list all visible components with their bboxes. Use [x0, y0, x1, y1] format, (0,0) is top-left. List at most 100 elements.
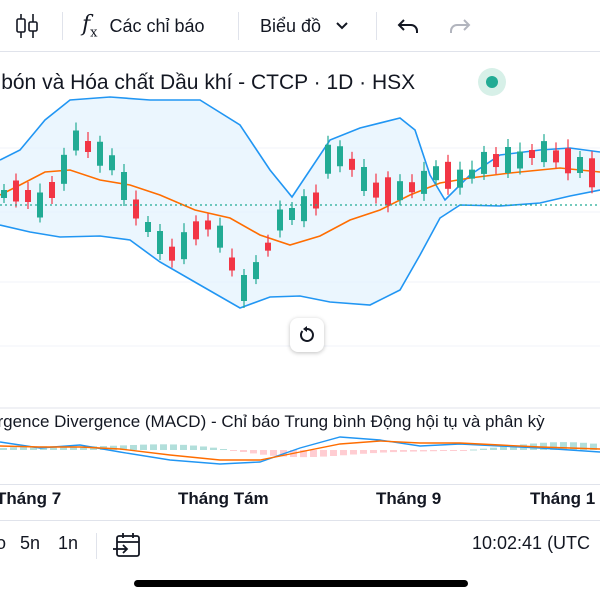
candle-body: [169, 246, 175, 261]
candle-body: [373, 182, 379, 198]
macd-histogram-bar: [590, 443, 597, 450]
macd-histogram-bar: [420, 450, 427, 452]
candle-body: [217, 225, 223, 248]
indicators-button[interactable]: fx Các chỉ báo: [82, 0, 205, 52]
range-1n-button[interactable]: 1n: [58, 533, 79, 553]
candle-body: [313, 192, 319, 209]
macd-histogram-bar: [220, 449, 227, 451]
bottom-divider: [96, 533, 97, 559]
candle-body: [133, 199, 139, 219]
macd-histogram-bar: [430, 450, 437, 452]
macd-histogram-bar: [370, 450, 377, 454]
basis-line: [0, 167, 600, 246]
time-axis[interactable]: Tháng 7 Tháng Tám Tháng 9 Tháng 1: [0, 484, 600, 512]
time-label: Tháng 7: [0, 489, 62, 508]
candle-body: [433, 166, 439, 181]
macd-histogram-bar: [540, 442, 547, 450]
price-chart[interactable]: [0, 53, 600, 520]
time-label: Tháng 1: [530, 489, 596, 508]
macd-histogram-bar: [260, 450, 267, 455]
candle-body: [61, 154, 67, 184]
candle-body: [73, 130, 79, 151]
candle-body: [13, 180, 19, 202]
reset-zoom-icon: [299, 326, 314, 342]
candle-body: [469, 169, 475, 179]
candle-body: [457, 169, 463, 188]
candle-body: [157, 231, 163, 254]
candle-body: [97, 141, 103, 166]
candle-body: [265, 242, 271, 251]
macd-histogram-bar: [510, 445, 517, 450]
candle-body: [337, 146, 343, 167]
macd-histogram-bar: [550, 442, 557, 450]
macd-histogram-bar: [450, 450, 457, 451]
macd-histogram-bar: [300, 450, 307, 458]
candle-body: [481, 151, 487, 174]
candle-body: [145, 222, 151, 232]
go-to-date-button[interactable]: [112, 530, 142, 565]
macd-histogram-bar: [240, 450, 247, 452]
macd-histogram-bar: [30, 446, 37, 450]
candle-body: [565, 148, 571, 174]
candle-body: [121, 172, 127, 200]
macd-histogram-bar: [390, 450, 397, 453]
candle-body: [289, 208, 295, 220]
macd-histogram-bar: [350, 450, 357, 455]
candle-body: [25, 190, 31, 202]
go-to-date-icon: [113, 533, 140, 557]
macd-histogram-bar: [230, 450, 237, 451]
macd-histogram-bar: [470, 449, 477, 451]
candle-body: [541, 141, 547, 163]
macd-histogram-bar: [330, 450, 337, 456]
clock-timezone[interactable]: 10:02:41 (UTC: [472, 533, 591, 553]
chart-type-dropdown[interactable]: Biểu đồ: [260, 0, 349, 52]
candlestick-icon[interactable]: [14, 0, 40, 52]
macd-histogram-bar: [340, 450, 347, 456]
macd-histogram-bar: [360, 450, 367, 454]
macd-histogram-bar: [170, 444, 177, 450]
macd-histogram-bar: [160, 444, 167, 450]
macd-histogram-bar: [580, 442, 587, 450]
candle-body: [445, 161, 451, 189]
macd-indicator-title: ergence Divergence (MACD) - Chỉ báo Trun…: [0, 412, 545, 431]
chart-type-label: Biểu đồ: [260, 15, 322, 36]
home-indicator: [134, 580, 468, 587]
redo-button[interactable]: [448, 0, 472, 52]
macd-histogram-bar: [380, 450, 387, 453]
macd-histogram-bar: [80, 446, 87, 450]
range-button[interactable]: o: [0, 533, 7, 553]
macd-histogram-bar: [20, 446, 27, 450]
candle-body: [49, 182, 55, 198]
macd-histogram-bar: [570, 442, 577, 450]
macd-histogram-bar: [0, 448, 7, 450]
undo-button[interactable]: [396, 0, 420, 52]
macd-histogram-bar: [320, 450, 327, 457]
macd-histogram-bar: [490, 447, 497, 450]
candle-body: [529, 150, 535, 158]
macd-histogram-bar: [130, 444, 137, 450]
indicators-label: Các chỉ báo: [109, 15, 205, 36]
candle-body: [301, 196, 307, 222]
macd-histogram-bar: [10, 447, 17, 450]
candle-body: [397, 181, 403, 201]
macd-histogram-bar: [190, 445, 197, 450]
lower-band-line: [0, 189, 600, 309]
candle-body: [409, 182, 415, 193]
reset-zoom-button[interactable]: [290, 318, 324, 352]
candle-body: [553, 150, 559, 163]
macd-histogram-bar: [400, 450, 407, 452]
bollinger-band-fill: [0, 97, 600, 308]
macd-histogram-bar: [440, 450, 447, 451]
candle-body: [109, 155, 115, 171]
macd-histogram-bar: [480, 448, 487, 450]
chart-canvas[interactable]: [0, 53, 600, 520]
chevron-down-icon: [336, 22, 348, 30]
macd-signal-line: [0, 440, 600, 461]
candle-body: [253, 262, 259, 280]
candle-body: [181, 232, 187, 260]
macd-histogram-bar: [460, 450, 467, 451]
macd-histogram-bar: [150, 444, 157, 450]
range-5n-button[interactable]: 5n: [20, 533, 41, 553]
toolbar-divider: [62, 12, 63, 40]
candle-body: [193, 221, 199, 240]
